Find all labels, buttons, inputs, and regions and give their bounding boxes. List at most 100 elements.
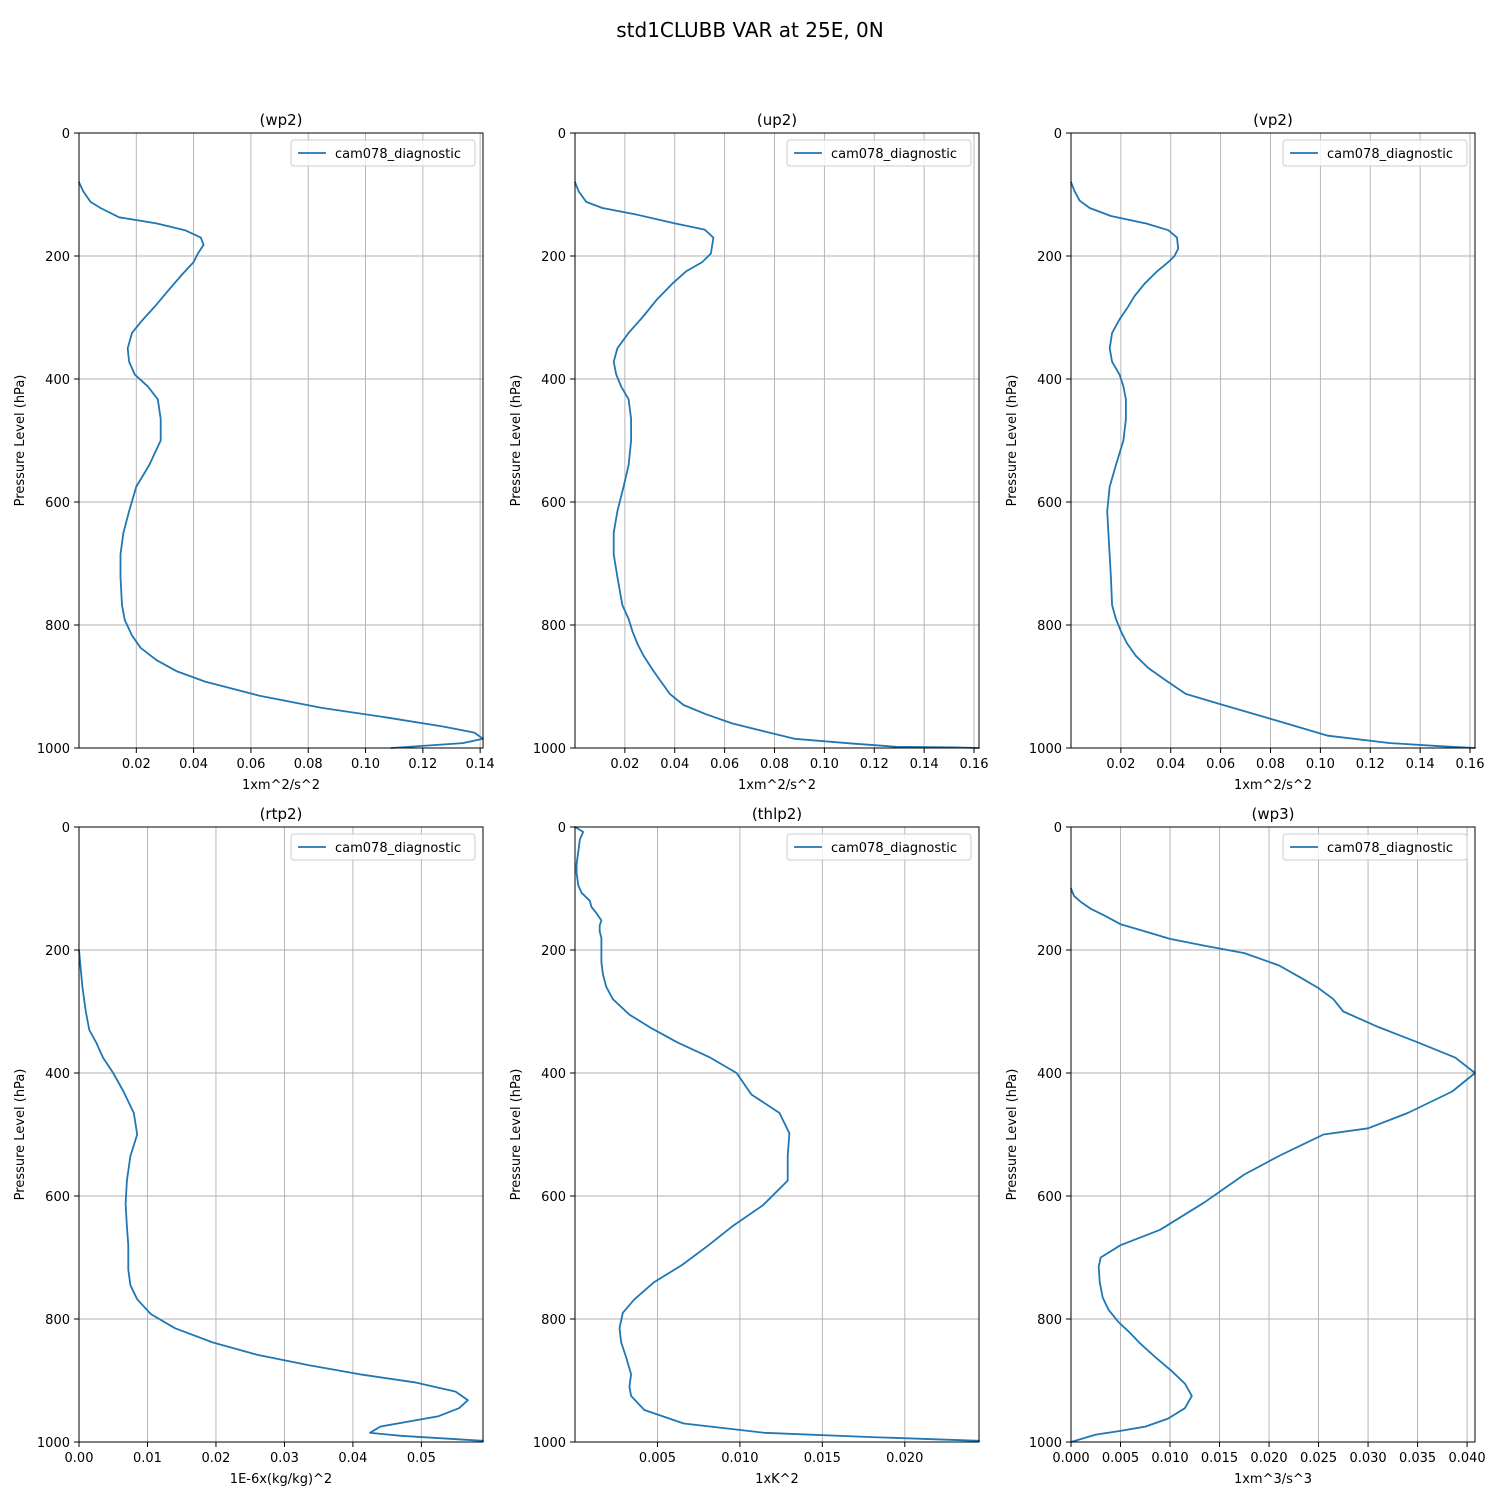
legend: cam078_diagnostic — [290, 833, 476, 861]
x-tick-label: 0.14 — [1406, 757, 1435, 772]
legend: cam078_diagnostic — [1282, 139, 1468, 167]
x-tick-label: 0.000 — [1052, 1451, 1089, 1466]
x-axis-label: 1xm^3/s^3 — [1234, 1472, 1312, 1487]
x-axis-label: 1xm^2/s^2 — [738, 778, 816, 793]
y-tick-label: 0 — [558, 821, 566, 836]
y-tick-label: 800 — [45, 619, 70, 634]
y-tick-label: 1000 — [37, 742, 70, 757]
y-axis-label: Pressure Level (hPa) — [509, 375, 524, 507]
panel-2: 0.02 0.04 0.06 0.08 0.10 0.12 0.14 0.16 0 200 400 6… — [509, 111, 988, 793]
plot-frame — [78, 826, 484, 1443]
x-axis-label: 1xK^2 — [755, 1472, 799, 1487]
x-tick-label: 0.035 — [1399, 1451, 1436, 1466]
legend: cam078_diagnostic — [786, 139, 972, 167]
x-tick-label: 0.10 — [810, 757, 839, 772]
y-tick-label: 800 — [1037, 619, 1062, 634]
legend: cam078_diagnostic — [1282, 833, 1468, 861]
panel-5: 0.005 0.010 0.015 0.020 0 200 400 600 800 1000 (th… — [509, 805, 980, 1487]
series-line-cam078_diagnostic — [78, 181, 484, 749]
y-tick-label: 1000 — [1029, 742, 1062, 757]
series-line-cam078_diagnostic — [1070, 887, 1476, 1443]
figure-title: std1CLUBB VAR at 25E, 0N — [616, 18, 884, 42]
legend-box — [1282, 139, 1468, 167]
series-line-cam078_diagnostic — [574, 826, 980, 1442]
x-tick-label: 0.08 — [1256, 757, 1285, 772]
y-tick-label: 600 — [45, 1190, 70, 1205]
y-tick-label: 1000 — [533, 1436, 566, 1451]
y-axis-label: Pressure Level (hPa) — [13, 1069, 28, 1201]
panel-title: (up2) — [757, 111, 797, 129]
x-axis-label: 1xm^2/s^2 — [1234, 778, 1312, 793]
x-tick-label: 0.04 — [179, 757, 208, 772]
x-tick-label: 0.16 — [1456, 757, 1485, 772]
panel-title: (wp2) — [259, 111, 302, 129]
y-tick-label: 200 — [45, 250, 70, 265]
series-line-cam078_diagnostic — [574, 181, 980, 749]
legend-label: cam078_diagnostic — [335, 841, 461, 856]
legend-box — [290, 833, 476, 861]
panel-title: (thlp2) — [752, 805, 802, 823]
x-tick-label: 0.010 — [721, 1451, 758, 1466]
y-tick-label: 200 — [45, 944, 70, 959]
x-tick-label: 0.030 — [1349, 1451, 1386, 1466]
y-tick-label: 800 — [45, 1313, 70, 1328]
y-tick-label: 400 — [45, 373, 70, 388]
legend-box — [786, 139, 972, 167]
x-tick-label: 0.06 — [236, 757, 265, 772]
x-tick-label: 0.020 — [1250, 1451, 1287, 1466]
y-tick-label: 800 — [1037, 1313, 1062, 1328]
panel-title: (rtp2) — [260, 805, 303, 823]
y-axis-label: Pressure Level (hPa) — [1005, 1069, 1020, 1201]
legend: cam078_diagnostic — [290, 139, 476, 167]
y-tick-label: 600 — [1037, 496, 1062, 511]
y-tick-label: 400 — [45, 1067, 70, 1082]
legend-label: cam078_diagnostic — [335, 147, 461, 162]
x-tick-label: 0.14 — [466, 757, 495, 772]
y-tick-label: 1000 — [37, 1436, 70, 1451]
panel-1: 0.02 0.04 0.06 0.08 0.10 0.12 0.14 0 200 400 600 80… — [13, 111, 495, 793]
legend-label: cam078_diagnostic — [1327, 841, 1453, 856]
x-tick-label: 0.00 — [65, 1451, 94, 1466]
y-tick-label: 1000 — [533, 742, 566, 757]
y-axis-label: Pressure Level (hPa) — [13, 375, 28, 507]
legend: cam078_diagnostic — [786, 833, 972, 861]
y-tick-label: 0 — [1054, 821, 1062, 836]
panel-4: 0.00 0.01 0.02 0.03 0.04 0.05 0 200 400 600 800 100… — [13, 805, 484, 1487]
panel-title: (vp2) — [1253, 111, 1293, 129]
y-tick-label: 200 — [1037, 250, 1062, 265]
x-axis-label: 1xm^2/s^2 — [242, 778, 320, 793]
x-tick-label: 0.08 — [760, 757, 789, 772]
x-tick-label: 0.04 — [338, 1451, 367, 1466]
panel-6: 0.000 0.005 0.010 0.015 0.020 0.025 0.030 0.035… — [1005, 805, 1486, 1487]
y-tick-label: 0 — [558, 127, 566, 142]
x-tick-label: 0.14 — [910, 757, 939, 772]
x-tick-label: 0.08 — [294, 757, 323, 772]
plot-frame — [78, 132, 484, 749]
x-tick-label: 0.10 — [351, 757, 380, 772]
panels: 0.02 0.04 0.06 0.08 0.10 0.12 0.14 0 200 400 600 80… — [13, 111, 1486, 1487]
y-tick-label: 400 — [541, 1067, 566, 1082]
legend-box — [786, 833, 972, 861]
y-tick-label: 600 — [541, 1190, 566, 1205]
legend-label: cam078_diagnostic — [831, 147, 957, 162]
y-axis-label: Pressure Level (hPa) — [509, 1069, 524, 1201]
y-tick-label: 200 — [1037, 944, 1062, 959]
x-tick-label: 0.015 — [804, 1451, 841, 1466]
plot-frame — [1070, 132, 1476, 749]
x-tick-label: 0.01 — [133, 1451, 162, 1466]
plot-frame — [574, 132, 980, 749]
legend-label: cam078_diagnostic — [831, 841, 957, 856]
y-tick-label: 1000 — [1029, 1436, 1062, 1451]
panel-3: 0.02 0.04 0.06 0.08 0.10 0.12 0.14 0.16 0 200 400 6… — [1005, 111, 1484, 793]
x-tick-label: 0.05 — [407, 1451, 436, 1466]
x-tick-label: 0.16 — [960, 757, 989, 772]
x-tick-label: 0.005 — [1102, 1451, 1139, 1466]
legend-box — [290, 139, 476, 167]
y-tick-label: 400 — [1037, 373, 1062, 388]
y-tick-label: 600 — [45, 496, 70, 511]
x-tick-label: 0.04 — [660, 757, 689, 772]
x-tick-label: 0.015 — [1201, 1451, 1238, 1466]
panel-title: (wp3) — [1251, 805, 1294, 823]
x-tick-label: 0.010 — [1151, 1451, 1188, 1466]
